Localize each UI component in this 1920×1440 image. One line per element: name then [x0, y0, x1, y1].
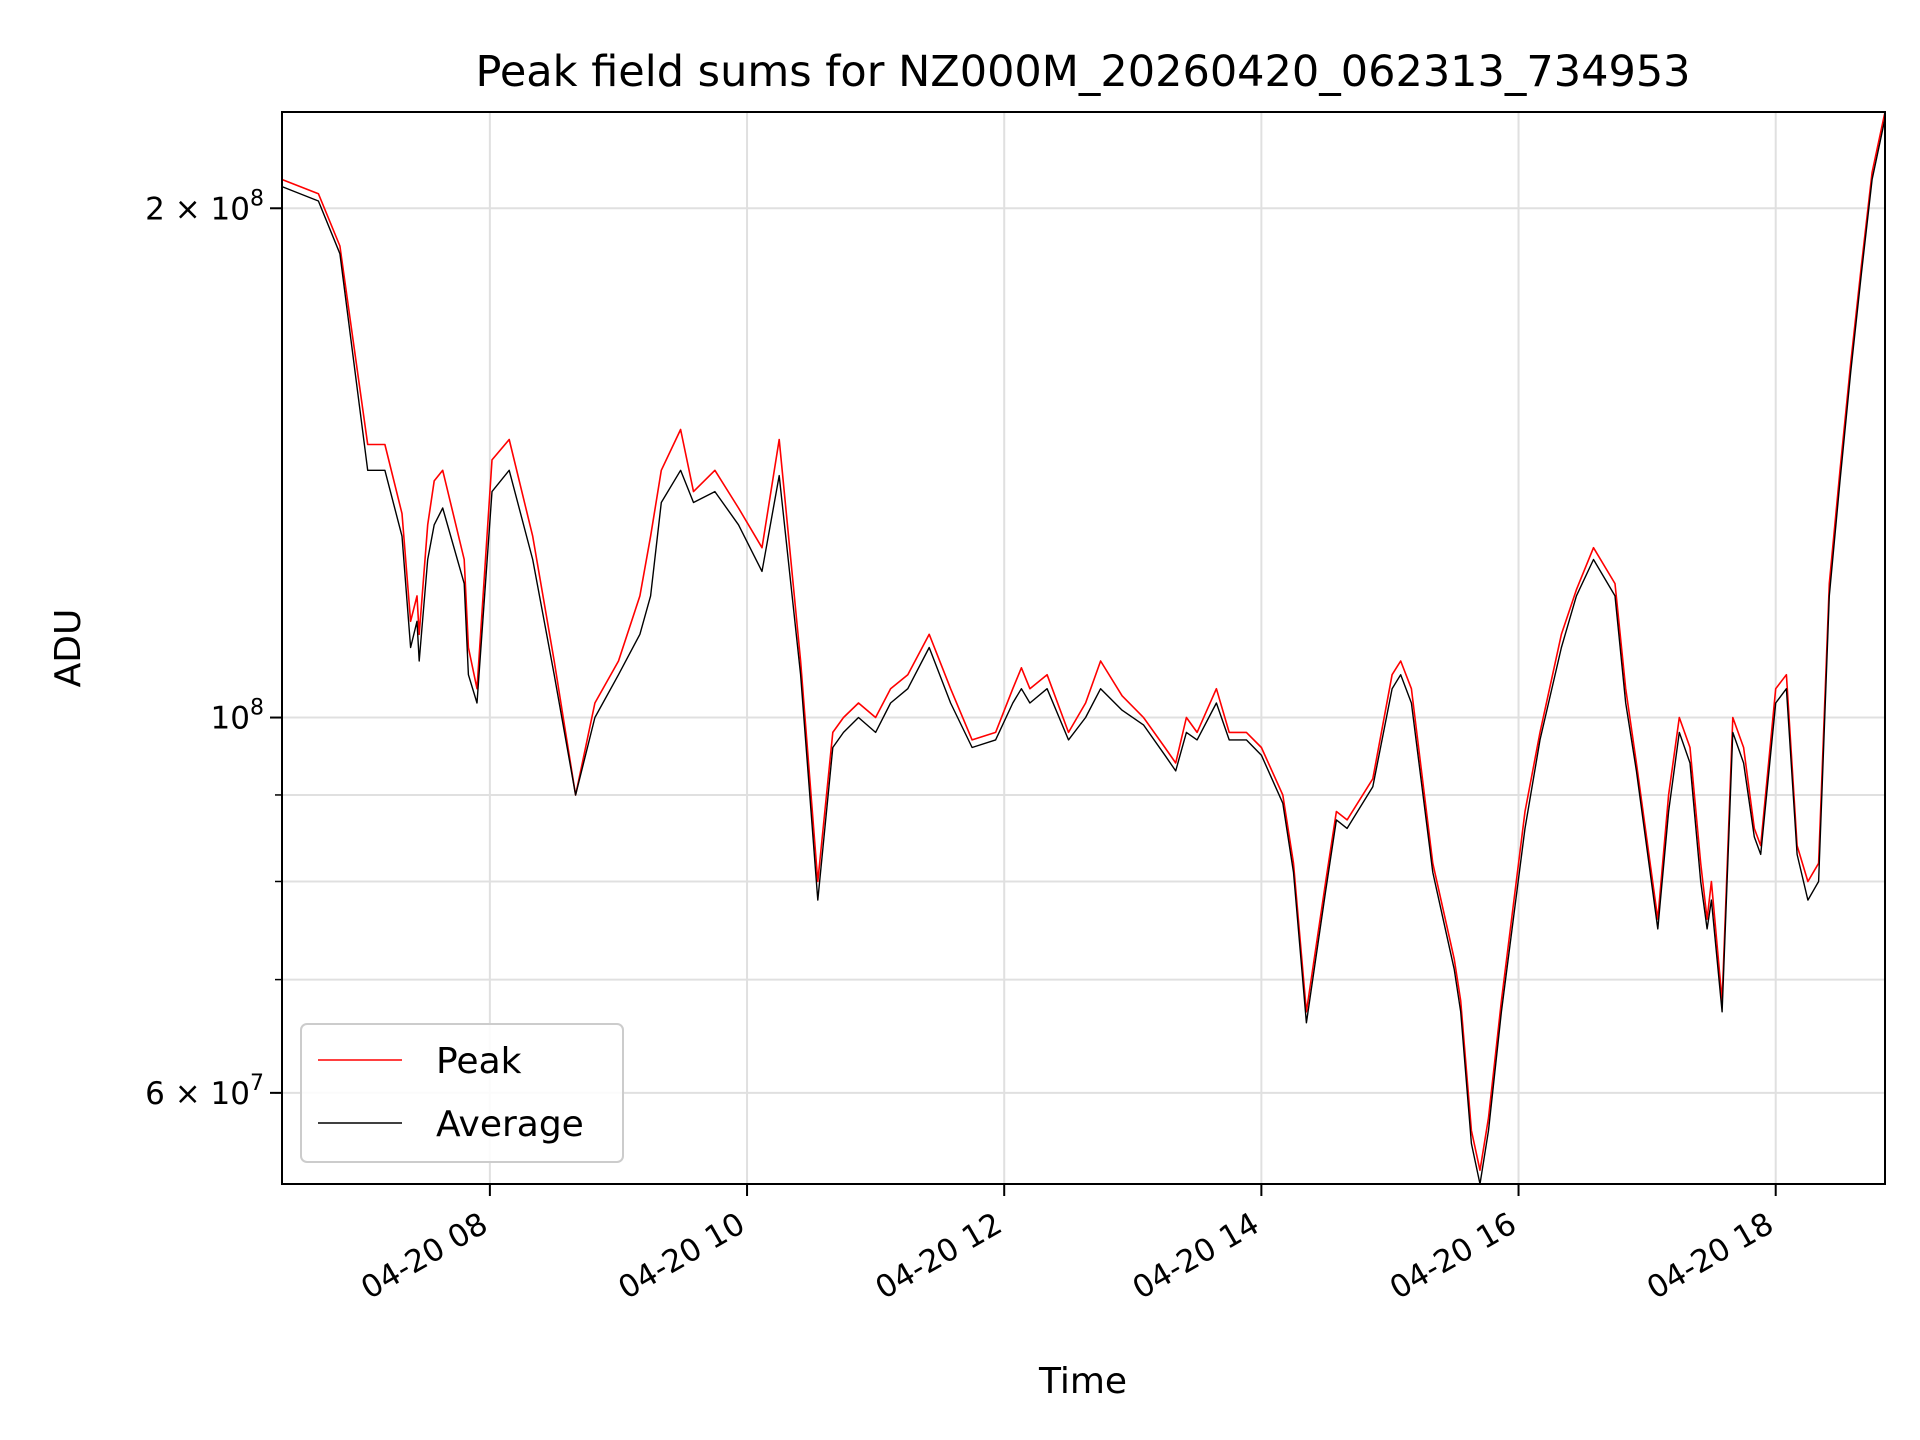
- legend: Peak Average: [300, 1023, 624, 1163]
- legend-label-average: Average: [436, 1104, 584, 1145]
- grid: [282, 112, 1885, 1184]
- x-axis-label: Time: [1038, 1361, 1127, 1402]
- series-line-average: [281, 118, 1886, 1185]
- y-tick-label: 108: [211, 696, 264, 737]
- series-lines: [281, 111, 1886, 1185]
- series-line-peak: [281, 111, 1886, 1172]
- y-axis-ticks: 6 × 107 108 2 × 108: [145, 186, 282, 1112]
- legend-box: [300, 1023, 624, 1163]
- y-tick-label: 6 × 107: [145, 1071, 264, 1112]
- plot-frame: [281, 111, 1886, 1185]
- y-axis-label: ADU: [48, 609, 89, 688]
- chart-title: Peak field sums for NZ000M_20260420_0623…: [475, 47, 1690, 97]
- legend-label-peak: Peak: [436, 1041, 522, 1082]
- y-tick-label: 2 × 108: [145, 186, 264, 227]
